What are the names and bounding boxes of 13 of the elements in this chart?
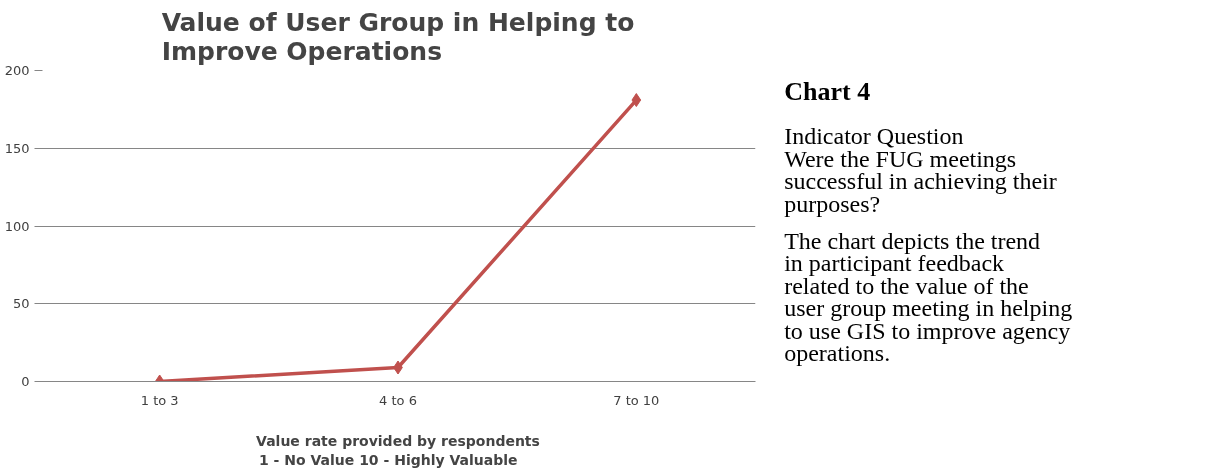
text: The chart depicts the trend in participant feedback related to the value of the user group meeting in helping to use GIS to improve agency operations.: [784, 227, 1073, 367]
x-axis-title: Value rate provided by respondents 1 - No Value 10 - Highly Valuable: [256, 432, 540, 468]
x-tick-label: 4 to 6: [379, 392, 417, 408]
x-tick-label: 7 to 10: [613, 392, 660, 408]
y-tick-label: 0: [21, 374, 30, 389]
y-tick-label: 100: [4, 218, 30, 234]
y-tick-label: 50: [12, 296, 30, 312]
text: Indicator Question: [784, 123, 964, 150]
x-tick-label: 1 to 3: [140, 392, 179, 408]
chart-title: Value of User Group in Helping to Improve Operations: [161, 7, 635, 66]
y-tick-label: 150: [4, 140, 30, 156]
text: Chart 4: [784, 77, 871, 107]
y-tick-label: 200: [4, 63, 30, 78]
